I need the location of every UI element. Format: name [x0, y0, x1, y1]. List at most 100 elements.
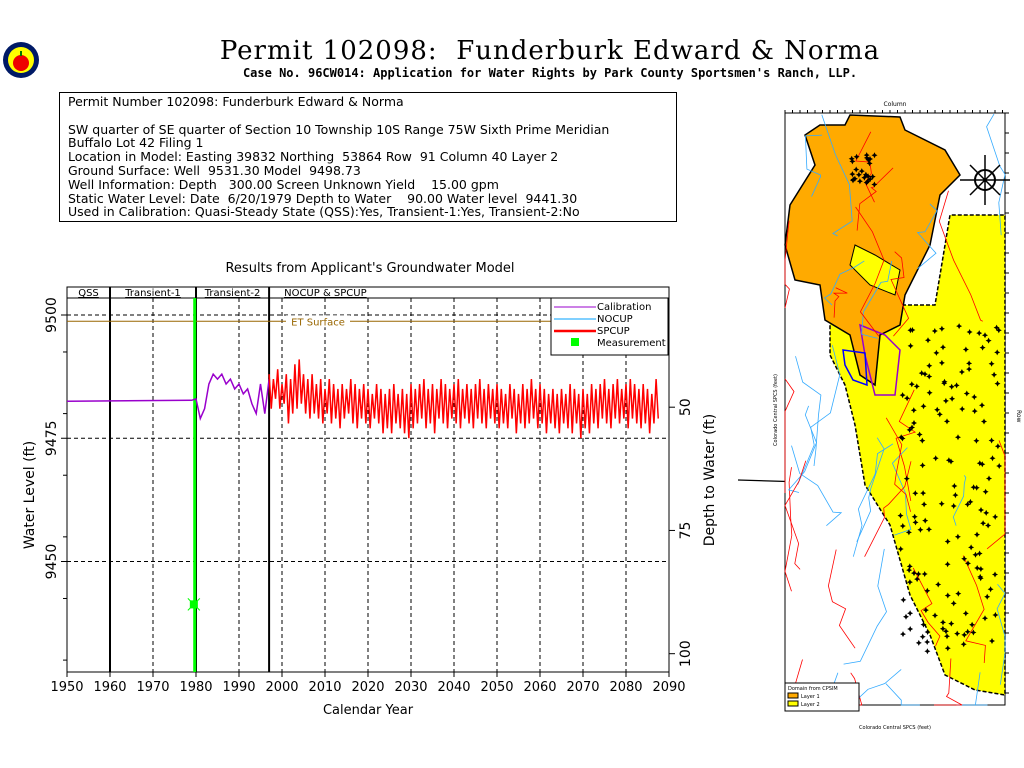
map-line: [784, 467, 793, 592]
y-tick-label: 9475: [44, 420, 60, 456]
x-tick-label: 2020: [351, 680, 384, 695]
map-line: [885, 417, 911, 512]
x-tick-label: 1960: [93, 680, 126, 695]
map-line: [791, 445, 843, 527]
y2-axis-label: Depth to Water (ft): [702, 414, 718, 547]
map-legend-title: Domain from CPSIM: [788, 686, 838, 692]
map-line: [885, 683, 920, 706]
map-line: [912, 567, 941, 647]
legend-label-measurement: Measurement: [597, 338, 666, 349]
map-line: [864, 461, 912, 557]
info-line: Permit Number 102098: Funderburk Edward …: [68, 94, 404, 109]
x-tick-label: 2050: [480, 680, 513, 695]
map-legend: Domain from CPSIM Layer 1 Layer 2: [784, 682, 860, 712]
layer2-inlier: [849, 244, 901, 296]
period-label: QSS: [78, 288, 99, 299]
x-tick-label: 2060: [523, 680, 556, 695]
map-line: [784, 378, 795, 493]
legend-label-spcup: SPCUP: [597, 326, 630, 337]
info-line: Ground Surface: Well 9531.30 Model 9498.…: [68, 162, 361, 178]
map-line: [962, 555, 986, 664]
x-tick-label: 1970: [136, 680, 169, 695]
y-axis-label: Water Level (ft): [22, 441, 38, 549]
info-line: [68, 109, 668, 123]
x-tick-label: 1980: [179, 680, 212, 695]
x-axis-label: Calendar Year: [323, 703, 414, 718]
x-tick-label: 1950: [50, 680, 83, 695]
calibration-series-line: [66, 372, 270, 421]
spcup-series-line: [268, 359, 659, 439]
x-tick-label: 2010: [308, 680, 341, 695]
map-right-axis-label: Row: [1015, 410, 1022, 423]
y2-tick-label: 50: [678, 398, 694, 416]
map-line: [938, 190, 983, 322]
map-line: [861, 260, 893, 339]
map-line: [934, 658, 963, 706]
map-line: [952, 475, 967, 526]
x-tick-label: 2080: [609, 680, 642, 695]
map-legend-layer2: Layer 2: [801, 702, 820, 708]
map-line: [891, 447, 912, 536]
map-line: [843, 548, 887, 665]
period-label: Transient-1: [124, 288, 181, 299]
map-line: [852, 443, 894, 557]
map-line: [890, 251, 910, 337]
y2-tick-label: 75: [678, 522, 694, 540]
period-label: NOCUP & SPCUP: [284, 288, 367, 299]
map-line: [784, 220, 790, 309]
info-line: Buffalo Lot 42 Filing 1: [68, 135, 204, 151]
map-line: [856, 437, 885, 542]
x-tick-label: 2090: [652, 680, 685, 695]
map-line: [832, 287, 848, 318]
compass-rose-icon: [960, 155, 1010, 205]
map-line: [795, 356, 822, 467]
x-tick-label: 1990: [222, 680, 255, 695]
map-line: [787, 405, 817, 493]
map-left-axis-label: Colorado Central SPCS (feet): [773, 374, 779, 446]
water-level-chart: 1950 1960 1970 1980 1990 2000 2010 2020 2030 2040…: [22, 286, 718, 718]
x-tick-label: 2070: [566, 680, 599, 695]
info-line: Well Information: Depth 300.00 Screen Un…: [68, 176, 499, 192]
map-line: [827, 549, 856, 649]
map-line: [823, 260, 865, 306]
chart-title: Results from Applicant's Groundwater Mod…: [225, 261, 515, 276]
map-line: [797, 345, 841, 485]
map-line: [821, 114, 853, 237]
layer1-area: [784, 114, 961, 387]
map-line: [895, 389, 917, 501]
permit-info-box: Permit Number 102098: Funderburk Edward …: [59, 92, 677, 222]
et-surface-label: ET Surface: [291, 317, 345, 328]
map-line: [855, 206, 885, 337]
info-line: Location in Model: Easting 39832 Northin…: [68, 149, 559, 165]
page-title: Permit 102098: Funderburk Edward & Norma: [219, 36, 881, 66]
map-streams-roads: [784, 113, 1006, 706]
map-top-axis-label: Column: [884, 101, 907, 108]
y2-tick-label: 100: [678, 640, 694, 667]
measurement-marker-x: [187, 598, 201, 611]
legend-label-calibration: Calibration: [597, 302, 651, 313]
y-tick-label: 9500: [44, 297, 60, 333]
period-label: Transient-2: [204, 288, 261, 299]
map-line: [804, 134, 823, 197]
map-line: [996, 583, 1006, 685]
map-line: [986, 113, 1006, 236]
page-subtitle: Case No. 96CW014: Application for Water …: [242, 66, 858, 80]
info-line: SW quarter of SE quarter of Section 10 T…: [68, 121, 610, 137]
info-line: Used in Calibration: Quasi-Steady State …: [68, 204, 580, 220]
map-bottom-axis-label: Colorado Central SPCS (feet): [859, 725, 931, 731]
legend-swatch: [571, 338, 579, 346]
reservoir-boundary: [842, 349, 868, 387]
x-tick-label: 2030: [394, 680, 427, 695]
logo-seal-icon: [3, 42, 39, 78]
et-label-bg: [286, 315, 350, 328]
y-tick-label: 9450: [44, 544, 60, 580]
x-tick-label: 2040: [437, 680, 470, 695]
model-domain-map: Column Row Colorado Central SPCS (feet) …: [737, 101, 1022, 731]
info-line: Static Water Level: Date 6/20/1979 Depth…: [68, 190, 578, 206]
map-legend-layer1: Layer 1: [801, 694, 820, 700]
map-line: [784, 460, 807, 570]
map-line: [916, 203, 938, 270]
map-line: [986, 440, 1006, 550]
legend-label-nocup: NOCUP: [597, 314, 633, 325]
x-tick-label: 2000: [265, 680, 298, 695]
